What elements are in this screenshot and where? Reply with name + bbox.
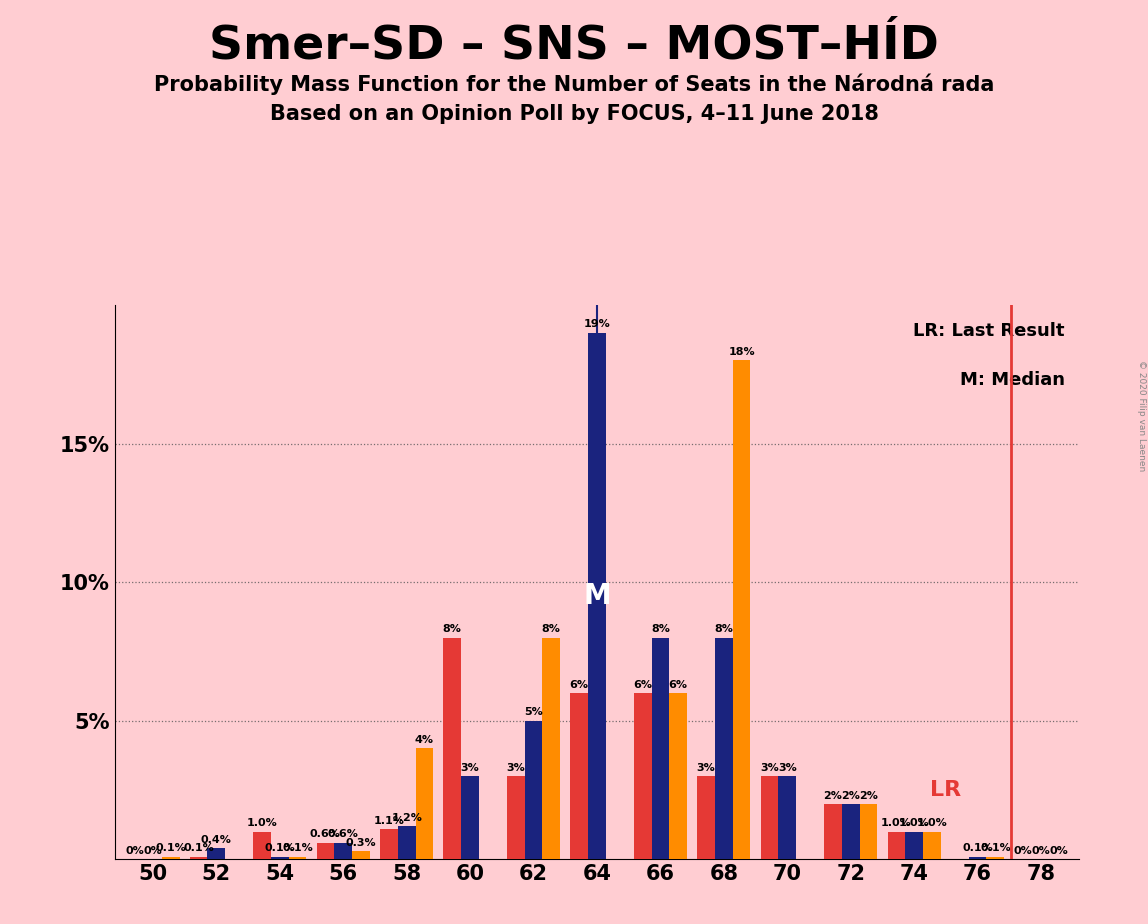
Text: 0.1%: 0.1% bbox=[980, 844, 1010, 853]
Text: 3%: 3% bbox=[460, 763, 480, 772]
Text: 0.3%: 0.3% bbox=[346, 838, 377, 847]
Text: 0%: 0% bbox=[1049, 846, 1068, 856]
Text: 3%: 3% bbox=[506, 763, 525, 772]
Bar bbox=[443, 638, 461, 859]
Text: 0.1%: 0.1% bbox=[282, 844, 313, 853]
Bar bbox=[397, 826, 416, 859]
Bar bbox=[969, 857, 986, 859]
Bar bbox=[334, 843, 352, 859]
Text: 2%: 2% bbox=[841, 791, 860, 800]
Bar bbox=[986, 857, 1004, 859]
Text: 8%: 8% bbox=[651, 625, 669, 634]
Text: 0%: 0% bbox=[126, 846, 145, 856]
Text: 1.0%: 1.0% bbox=[899, 819, 930, 828]
Bar bbox=[732, 360, 751, 859]
Bar bbox=[162, 857, 179, 859]
Text: 0.1%: 0.1% bbox=[264, 844, 295, 853]
Bar bbox=[860, 804, 877, 859]
Text: 1.0%: 1.0% bbox=[881, 819, 912, 828]
Text: 0%: 0% bbox=[1014, 846, 1033, 856]
Text: 1.2%: 1.2% bbox=[391, 813, 422, 822]
Bar bbox=[923, 832, 941, 859]
Text: 3%: 3% bbox=[697, 763, 715, 772]
Text: 6%: 6% bbox=[668, 680, 688, 689]
Bar bbox=[697, 776, 715, 859]
Text: 18%: 18% bbox=[728, 347, 755, 357]
Text: M: M bbox=[583, 582, 611, 610]
Text: 3%: 3% bbox=[760, 763, 778, 772]
Bar bbox=[887, 832, 906, 859]
Bar bbox=[525, 721, 542, 859]
Text: 0.6%: 0.6% bbox=[328, 830, 358, 839]
Text: Based on an Opinion Poll by FOCUS, 4–11 June 2018: Based on an Opinion Poll by FOCUS, 4–11 … bbox=[270, 104, 878, 125]
Text: 4%: 4% bbox=[414, 736, 434, 745]
Text: 0%: 0% bbox=[1032, 846, 1050, 856]
Text: Smer–SD – SNS – MOST–HÍD: Smer–SD – SNS – MOST–HÍD bbox=[209, 23, 939, 68]
Bar bbox=[634, 693, 652, 859]
Bar bbox=[906, 832, 923, 859]
Text: 0.1%: 0.1% bbox=[184, 844, 214, 853]
Text: 2%: 2% bbox=[859, 791, 878, 800]
Bar bbox=[824, 804, 841, 859]
Bar bbox=[317, 843, 334, 859]
Text: 0%: 0% bbox=[144, 846, 162, 856]
Text: 5%: 5% bbox=[525, 708, 543, 717]
Text: 6%: 6% bbox=[634, 680, 652, 689]
Bar bbox=[271, 857, 288, 859]
Bar bbox=[571, 693, 588, 859]
Text: 2%: 2% bbox=[823, 791, 843, 800]
Bar bbox=[208, 848, 225, 859]
Bar bbox=[841, 804, 860, 859]
Text: 19%: 19% bbox=[583, 320, 611, 329]
Text: © 2020 Filip van Laenen: © 2020 Filip van Laenen bbox=[1137, 360, 1146, 471]
Bar bbox=[588, 333, 606, 859]
Bar bbox=[715, 638, 732, 859]
Text: 6%: 6% bbox=[569, 680, 589, 689]
Text: 8%: 8% bbox=[443, 625, 461, 634]
Text: 0.6%: 0.6% bbox=[310, 830, 341, 839]
Bar bbox=[416, 748, 433, 859]
Text: 0.1%: 0.1% bbox=[962, 844, 993, 853]
Text: 8%: 8% bbox=[714, 625, 734, 634]
Bar bbox=[761, 776, 778, 859]
Bar bbox=[352, 851, 370, 859]
Bar bbox=[669, 693, 687, 859]
Bar bbox=[189, 857, 208, 859]
Bar bbox=[461, 776, 479, 859]
Text: 3%: 3% bbox=[778, 763, 797, 772]
Bar bbox=[253, 832, 271, 859]
Bar bbox=[652, 638, 669, 859]
Text: LR: Last Result: LR: Last Result bbox=[913, 322, 1064, 339]
Bar bbox=[288, 857, 307, 859]
Text: 1.1%: 1.1% bbox=[373, 816, 404, 825]
Text: 0.4%: 0.4% bbox=[201, 835, 232, 845]
Bar bbox=[380, 829, 397, 859]
Text: 1.0%: 1.0% bbox=[247, 819, 278, 828]
Bar bbox=[507, 776, 525, 859]
Text: Probability Mass Function for the Number of Seats in the Národná rada: Probability Mass Function for the Number… bbox=[154, 74, 994, 95]
Bar bbox=[542, 638, 560, 859]
Text: M: Median: M: Median bbox=[960, 371, 1064, 389]
Text: 8%: 8% bbox=[542, 625, 560, 634]
Bar bbox=[778, 776, 797, 859]
Text: 0.1%: 0.1% bbox=[155, 844, 186, 853]
Text: 1.0%: 1.0% bbox=[916, 819, 947, 828]
Text: LR: LR bbox=[930, 780, 962, 800]
